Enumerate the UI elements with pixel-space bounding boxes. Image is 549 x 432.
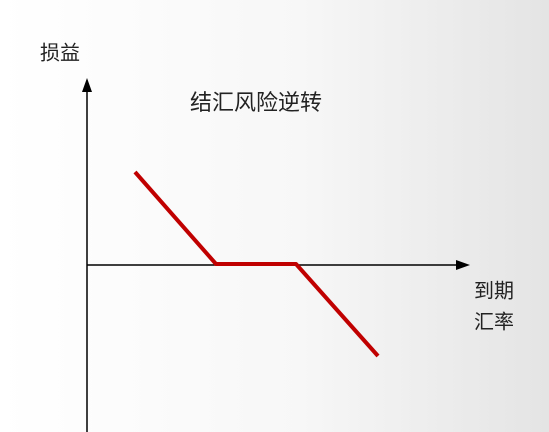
y-axis-arrow — [82, 78, 92, 92]
x-axis-arrow — [456, 260, 470, 270]
y-axis-label: 损益 — [40, 41, 80, 65]
x-axis-label: 到期 — [474, 279, 514, 303]
payoff-line — [133, 170, 380, 358]
x-axis-label: 汇率 — [474, 310, 514, 334]
diagram-title: 结汇风险逆转 — [190, 91, 322, 116]
